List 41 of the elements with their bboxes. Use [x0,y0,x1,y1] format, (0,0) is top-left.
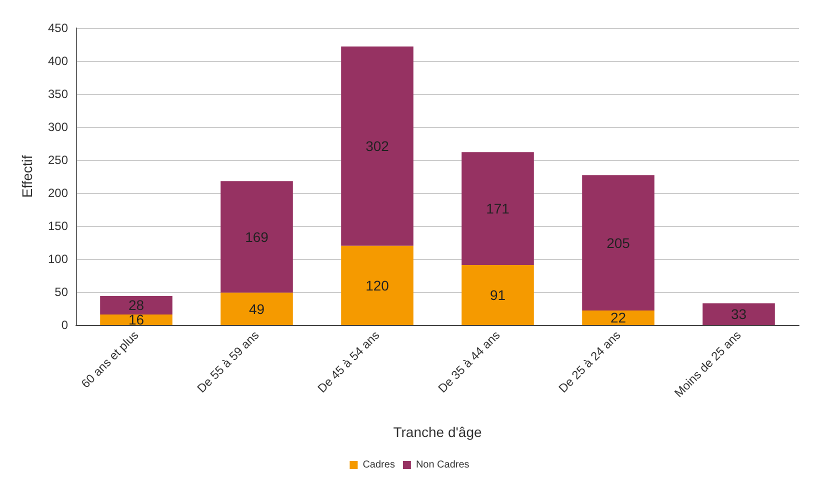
y-tick-label: 250 [48,153,68,167]
data-label: 49 [248,300,265,317]
y-tick-label: 350 [48,87,68,101]
y-tick-label: 200 [48,186,68,200]
y-axis-title: Effectif [19,155,35,198]
y-tick-label: 300 [48,120,68,134]
bar [462,264,534,325]
data-label: 205 [606,234,630,251]
data-label: 28 [128,297,144,314]
bar [582,310,654,325]
data-label: 302 [366,138,390,154]
x-axis-title: Tranche d'âge [393,424,482,440]
y-tick-label: 50 [54,285,68,299]
bar [220,292,293,325]
bar [341,246,414,325]
bar [582,175,654,310]
y-tick-label: 100 [48,252,68,266]
data-label: 120 [366,277,390,294]
bar [100,314,172,325]
x-tick-label: De 45 à 54 ans [314,328,382,396]
y-tick-label: 0 [61,318,68,332]
data-label: 171 [486,200,510,217]
data-label: 91 [490,286,506,303]
bar [341,46,414,246]
bar [702,303,775,325]
x-tick-label: De 25 à 24 ans [556,328,624,396]
legend-label: Cadres [362,460,395,470]
data-label: 16 [128,312,144,328]
data-label: 22 [610,310,626,326]
bar [462,152,534,265]
bar [100,296,172,314]
data-label: 33 [730,306,747,322]
legend-label: Non Cadres [416,460,470,470]
x-tick-label: De 55 à 59 ans [194,328,262,396]
x-tick-label: De 35 à 44 ans [435,328,503,396]
y-tick-label: 400 [48,54,68,68]
bar [220,181,293,293]
x-tick-label: 60 ans et plus [78,328,142,391]
data-label: 169 [245,228,269,245]
y-tick-label: 450 [48,21,68,35]
y-tick-label: 150 [48,219,68,233]
